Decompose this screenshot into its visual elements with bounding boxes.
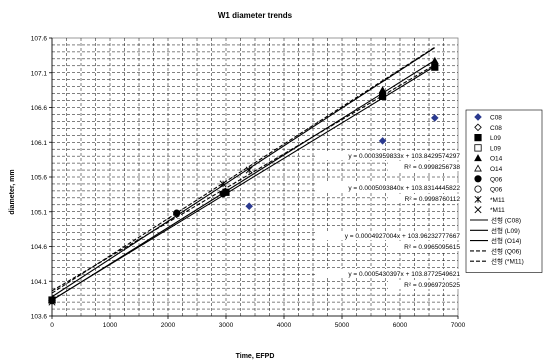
annotation-background (315, 231, 465, 240)
legend-entry: C08 (490, 125, 502, 132)
legend-entry: *M11 (490, 197, 505, 204)
legend-entry: 선형 (O14) (491, 236, 521, 245)
y-tick-label: 104.6 (31, 244, 48, 251)
y-tick-label: 106.1 (31, 140, 48, 147)
legend-entry: L09 (490, 145, 501, 152)
y-tick-label: 105.6 (31, 175, 48, 182)
trendline (51, 64, 436, 292)
legend-entry: C08 (490, 115, 502, 122)
data-point (474, 113, 482, 121)
data-point (430, 56, 439, 64)
data-point (378, 92, 387, 100)
axes: 0 1000 2000 3000 4000 5000 6000 7000 103.6 104.1 1… (31, 36, 466, 330)
trend-r-squared: R² = 0.9969720525 (404, 282, 460, 289)
trend-r-squared: R² = 0.9998760112 (405, 196, 461, 203)
y-tick-label: 107.6 (31, 36, 48, 43)
trend-equation: y = 0.0003959833x + 103.8429574297 (348, 153, 460, 160)
legend: C08 C08 L09 L09 O14 O14 Q06 Q06 *M11 *M11 선형 (C08)… (465, 109, 543, 273)
annotation-background (388, 194, 464, 203)
data-point (245, 166, 253, 174)
annotation-background (388, 280, 464, 289)
data-point (474, 154, 482, 162)
x-tick-label: 6000 (393, 322, 408, 329)
trend-equation: y = 0.0005093840x + 103.8314445822 (348, 185, 460, 192)
x-tick-label: 3000 (219, 322, 234, 329)
trend-annotations: y = 0.0003959833x + 103.8429574297 R² = 0… (315, 151, 465, 289)
legend-entry: O14 (490, 156, 503, 163)
data-point (474, 206, 482, 214)
data-point (431, 63, 439, 71)
trendline (51, 46, 436, 294)
y-tick-label: 104.1 (31, 279, 48, 286)
x-tick-label: 4000 (277, 322, 292, 329)
legend-entry: Q06 (490, 187, 503, 194)
trend-r-squared: R² = 0.9965095615 (404, 244, 460, 251)
x-tick-label: 2000 (161, 322, 176, 329)
y-axis-label: diameter, mm (9, 169, 16, 214)
y-tick-label: 103.6 (31, 314, 48, 321)
annotation-background (315, 151, 465, 160)
data-point (219, 190, 227, 198)
trendline (51, 47, 436, 298)
y-tick-label: 107.1 (31, 70, 48, 77)
data-point (474, 123, 482, 132)
data-point (474, 195, 482, 203)
x-tick-label: 1000 (103, 322, 118, 329)
trendline (51, 65, 436, 301)
legend-entry: O14 (490, 166, 503, 173)
legend-entry: 선형 (Q06) (491, 246, 521, 255)
chart-title: W1 diameter trends (218, 11, 293, 20)
y-tick-label: 105.1 (31, 209, 48, 216)
trendlines (51, 46, 436, 301)
legend-entry: 선형 (*M11) (491, 257, 524, 266)
trend-equation: y = 0.0005430397x + 103.8772549621 (348, 271, 460, 278)
data-point (378, 86, 387, 94)
data-point (378, 137, 387, 145)
data-point (474, 133, 482, 142)
legend-entry: 선형 (L09) (491, 226, 520, 235)
data-point (431, 114, 439, 122)
trend-equation: y = 0.0004927004x + 103.96232777667 (345, 233, 461, 240)
legend-entry: 선형 (C08) (491, 216, 521, 225)
x-tick-label: 7000 (451, 322, 466, 329)
data-point (474, 164, 482, 172)
data-point (474, 185, 482, 193)
x-tick-label: 5000 (335, 322, 350, 329)
annotation-background (388, 162, 464, 171)
data-point (219, 180, 227, 188)
data-point (474, 175, 482, 183)
legend-entry: L09 (490, 135, 501, 142)
legend-entry: *M11 (490, 207, 505, 214)
x-tick-label: 0 (50, 322, 54, 329)
annotation-background (388, 242, 464, 251)
grid (51, 37, 459, 317)
data-point (474, 144, 482, 152)
trend-r-squared: R² = 0.9998256738 (404, 164, 460, 171)
x-axis-label: Time, EFPD (236, 353, 275, 360)
trendline (51, 59, 436, 301)
legend-entry: Q06 (490, 176, 503, 183)
y-tick-label: 106.6 (31, 105, 48, 112)
annotation-background (315, 269, 465, 278)
annotation-background (315, 183, 465, 192)
data-point (173, 209, 181, 217)
data-point (245, 202, 253, 210)
